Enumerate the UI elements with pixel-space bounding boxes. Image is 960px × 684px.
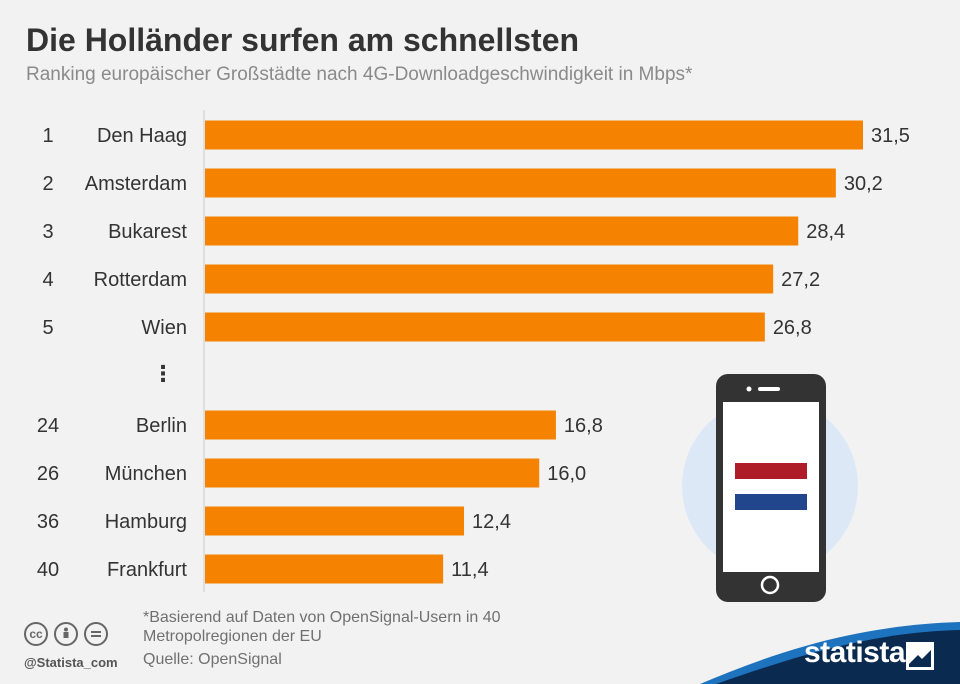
footnote: *Basierend auf Daten von OpenSignal-User… bbox=[143, 609, 501, 645]
flag-red-stripe bbox=[735, 463, 807, 479]
category-label: Wien bbox=[141, 317, 187, 339]
chart-subtitle: Ranking europäischer Großstädte nach 4G-… bbox=[26, 64, 693, 85]
category-label: Bukarest bbox=[108, 221, 187, 243]
bar bbox=[205, 168, 836, 198]
bars-layer: 1 Den Haag 31,5 2 Amsterdam 30,2 3 Bukarest 28,4… bbox=[37, 120, 910, 584]
bar-chart: 1 Den Haag 31,5 2 Amsterdam 30,2 3 Bukarest 28,4… bbox=[37, 110, 910, 592]
category-label: Hamburg bbox=[105, 511, 187, 533]
rank-label: 3 bbox=[42, 221, 53, 243]
phone-home-button bbox=[760, 575, 780, 595]
rank-label: 36 bbox=[37, 511, 59, 533]
flag-blue-stripe bbox=[735, 494, 807, 510]
data-label: 30,2 bbox=[844, 173, 883, 195]
phone-illustration bbox=[682, 374, 858, 602]
no-derivatives-icon[interactable] bbox=[84, 622, 108, 646]
cc-icon[interactable]: cc bbox=[24, 622, 48, 646]
bar bbox=[205, 554, 444, 584]
rank-label: 24 bbox=[37, 415, 59, 437]
phone-screen bbox=[723, 402, 819, 572]
category-label: Frankfurt bbox=[107, 559, 187, 581]
category-label: München bbox=[105, 463, 187, 485]
bar bbox=[205, 120, 863, 150]
rank-label: 2 bbox=[42, 173, 53, 195]
rank-label: 4 bbox=[42, 269, 53, 291]
bar bbox=[205, 506, 465, 536]
data-label: 12,4 bbox=[472, 511, 511, 533]
gap-marker: ⋮ bbox=[152, 361, 174, 386]
category-label: Den Haag bbox=[97, 125, 187, 147]
bar bbox=[205, 216, 799, 246]
bar bbox=[205, 410, 556, 440]
bar bbox=[205, 312, 765, 342]
data-label: 27,2 bbox=[781, 269, 820, 291]
data-label: 11,4 bbox=[451, 559, 488, 581]
category-label: Berlin bbox=[136, 415, 187, 437]
phone-camera bbox=[746, 386, 752, 392]
bar bbox=[205, 264, 774, 294]
data-label: 31,5 bbox=[871, 125, 910, 147]
source-note: Quelle: OpenSignal bbox=[143, 651, 282, 668]
chart-title: Die Holländer surfen am schnellsten bbox=[26, 22, 580, 58]
statista-handle[interactable]: @Statista_com bbox=[24, 655, 118, 670]
data-label: 26,8 bbox=[773, 317, 812, 339]
rank-label: 40 bbox=[37, 559, 59, 581]
data-label: 28,4 bbox=[806, 221, 845, 243]
rank-label: 1 bbox=[42, 125, 53, 147]
category-label: Rotterdam bbox=[94, 269, 187, 291]
statista-logo-text[interactable]: statista bbox=[804, 636, 906, 669]
category-label: Amsterdam bbox=[85, 173, 187, 195]
license-icons: cc bbox=[24, 622, 108, 646]
phone-speaker bbox=[758, 387, 780, 391]
data-label: 16,0 bbox=[547, 463, 586, 485]
data-label: 16,8 bbox=[564, 415, 603, 437]
rank-label: 5 bbox=[42, 317, 53, 339]
rank-label: 26 bbox=[37, 463, 59, 485]
bar bbox=[205, 458, 540, 488]
attribution-icon[interactable] bbox=[54, 622, 78, 646]
statista-logo-icon[interactable] bbox=[906, 642, 934, 670]
